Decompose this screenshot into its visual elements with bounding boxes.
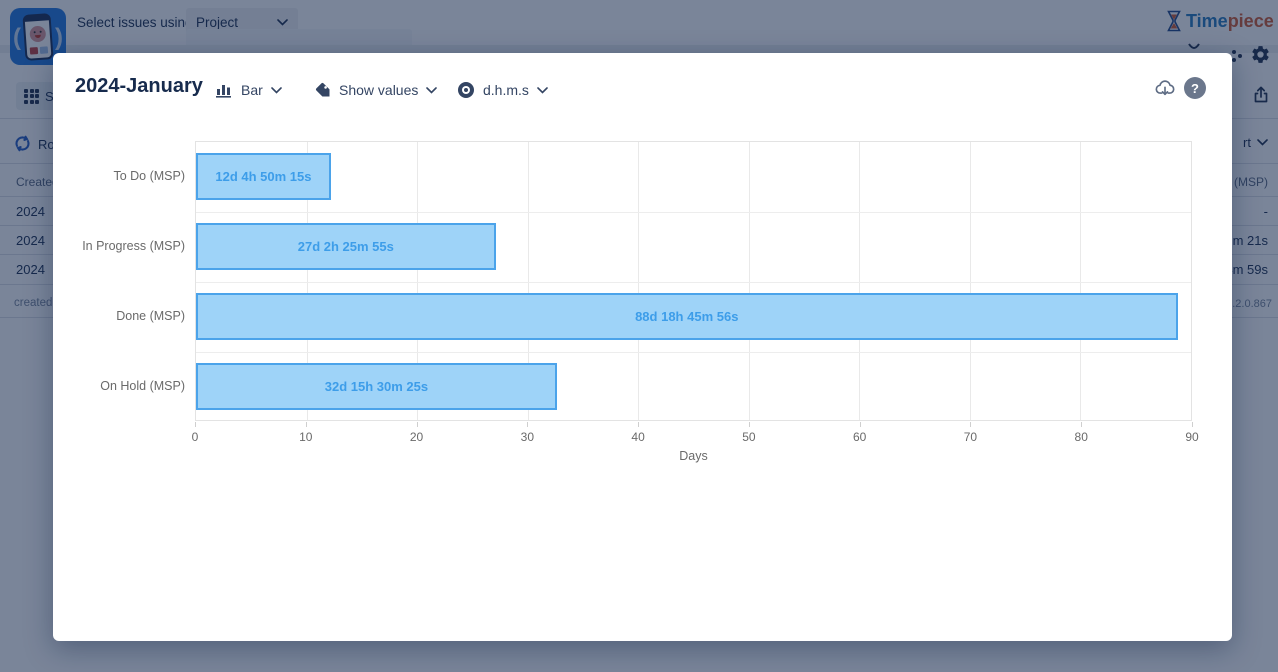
chart-category-labels: To Do (MSP) In Progress (MSP) Done (MSP) On… (63, 141, 195, 421)
chart-bar[interactable]: 12d 4h 50m 15s (196, 153, 331, 200)
v-gridline (417, 142, 419, 420)
bar-value-label: 88d 18h 45m 56s (635, 309, 739, 324)
x-tick-label: 40 (631, 430, 645, 444)
x-tick-mark (748, 422, 750, 427)
chevron-down-icon (270, 86, 282, 94)
x-tick-label: 10 (299, 430, 313, 444)
dialog-title: 2024-January (75, 75, 203, 97)
row-separator (196, 352, 1191, 353)
x-tick-mark (859, 422, 861, 427)
category-label: Done (MSP) (116, 309, 185, 323)
chevron-down-icon (537, 86, 548, 94)
x-tick-label: 70 (963, 430, 978, 444)
x-tick-mark (970, 422, 972, 427)
row-separator (196, 212, 1191, 213)
x-tick-mark (638, 422, 640, 427)
x-tick-label: 50 (742, 430, 756, 444)
x-tick-label: 80 (1074, 430, 1088, 444)
v-gridline (306, 142, 308, 420)
chart-type-value: Bar (241, 82, 263, 98)
show-values-dropdown[interactable]: Show values (315, 79, 438, 101)
category-label: On Hold (MSP) (100, 379, 185, 393)
chart-bar[interactable]: 88d 18h 45m 56s (196, 293, 1178, 340)
x-tick-mark (1081, 422, 1083, 427)
help-glyph: ? (1191, 80, 1199, 96)
category-label: To Do (MSP) (113, 169, 185, 183)
bar-chart-plot: 12d 4h 50m 15s 27d 2h 25m 55s 88d 18h 45m … (195, 141, 1192, 421)
x-tick-label: 60 (852, 430, 867, 444)
v-gridline (638, 142, 640, 420)
chart-bar[interactable]: 32d 15h 30m 25s (196, 363, 557, 410)
v-gridline (859, 142, 861, 420)
chart-type-dropdown[interactable]: Bar (216, 79, 282, 101)
x-tick-mark (195, 422, 196, 427)
x-tick-mark (1192, 422, 1193, 427)
download-chart-icon[interactable] (1154, 77, 1176, 99)
bar-value-label: 32d 15h 30m 25s (324, 379, 429, 394)
x-tick-mark (527, 422, 529, 427)
v-gridline (1080, 142, 1082, 420)
v-gridline (748, 142, 750, 420)
help-icon[interactable]: ? (1184, 77, 1206, 99)
x-tick-mark (416, 422, 418, 427)
x-tick-label: 90 (1185, 430, 1199, 444)
row-separator (196, 282, 1191, 283)
bar-value-label: 12d 4h 50m 15s (215, 169, 312, 184)
chart-bar[interactable]: 27d 2h 25m 55s (196, 223, 496, 270)
x-tick-label: 20 (409, 430, 424, 444)
v-gridline (969, 142, 971, 420)
time-format-value: d.h.m.s (483, 82, 529, 98)
report-chart-dialog: 2024-January Bar Show values (53, 53, 1232, 641)
x-tick-label: 0 (191, 430, 199, 444)
v-gridline (527, 142, 529, 420)
x-tick-mark (305, 422, 307, 427)
show-values-value: Show values (339, 82, 419, 98)
eye-icon (458, 82, 474, 98)
chart-x-axis: 0 10 20 30 40 50 60 70 80 90 (191, 422, 1199, 452)
category-label: In Progress (MSP) (82, 239, 185, 253)
chevron-down-icon (426, 86, 438, 94)
tag-icon (316, 83, 330, 97)
chart-x-axis-title: Days (679, 449, 708, 463)
bar-chart: To Do (MSP) In Progress (MSP) Done (MSP) On… (63, 141, 1213, 481)
x-tick-label: 30 (520, 430, 535, 444)
bar-value-label: 27d 2h 25m 55s (297, 239, 394, 254)
bar-chart-icon (216, 85, 231, 98)
time-format-dropdown[interactable]: d.h.m.s (457, 79, 548, 101)
